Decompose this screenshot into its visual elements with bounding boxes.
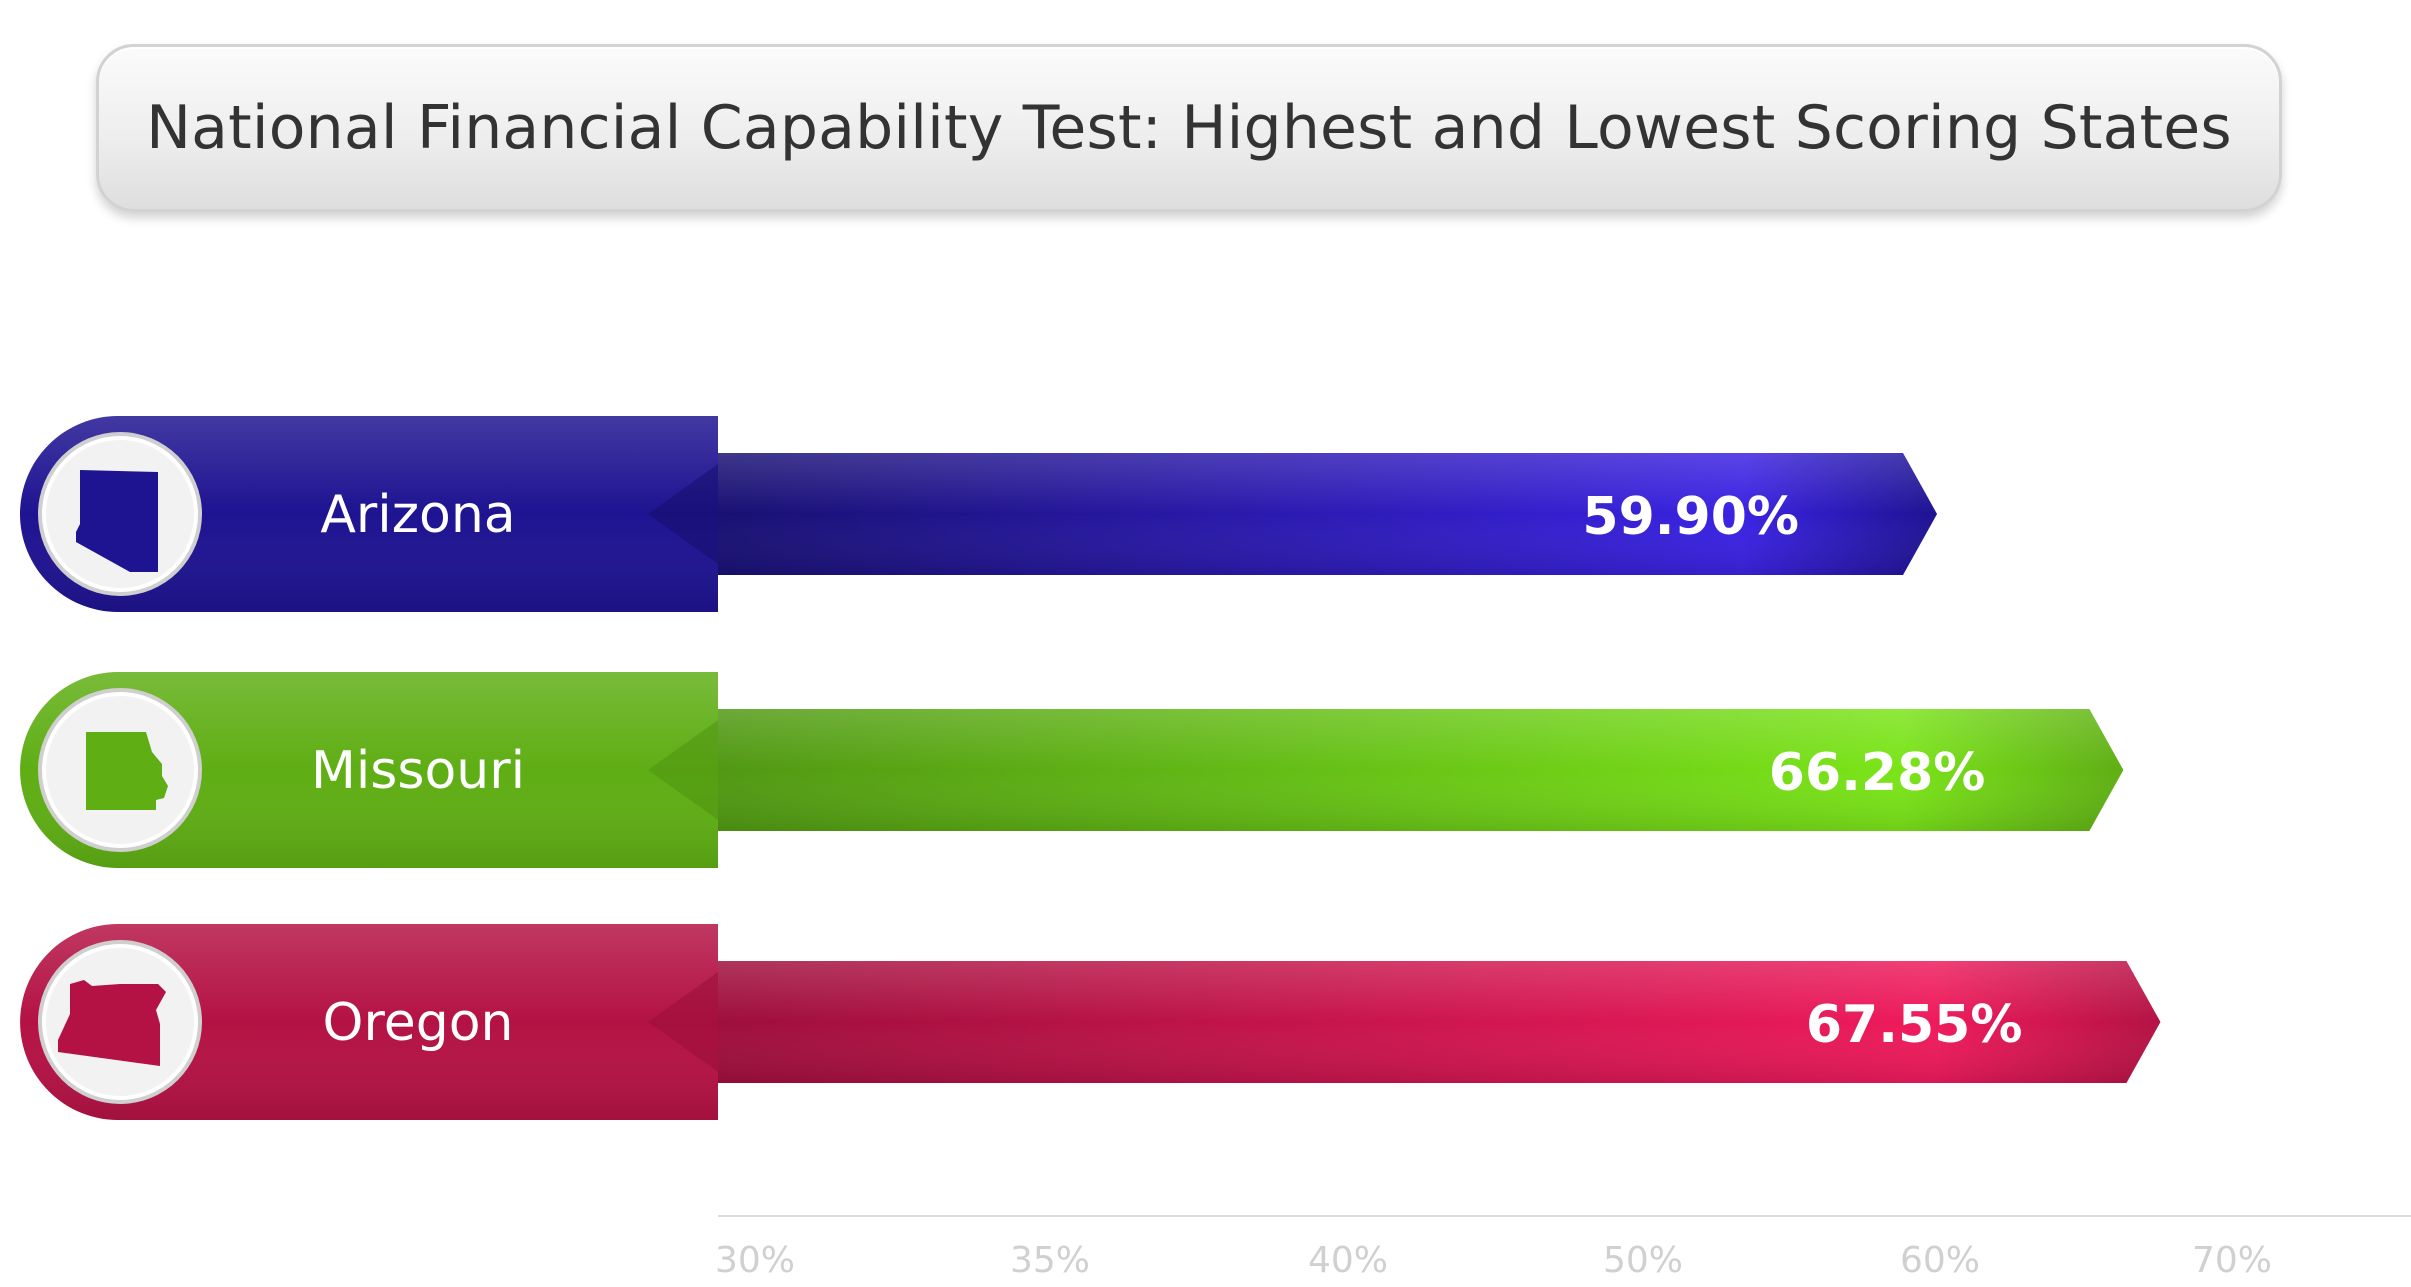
chart-title: National Financial Capability Test: High… bbox=[146, 93, 2232, 163]
ribbon-fold bbox=[648, 464, 718, 564]
x-tick-label: 70% bbox=[2192, 1240, 2272, 1281]
x-tick-label: 50% bbox=[1603, 1240, 1683, 1281]
title-box: National Financial Capability Test: High… bbox=[96, 44, 2282, 212]
bar-shine bbox=[648, 961, 2161, 1083]
x-tick-label: 40% bbox=[1308, 1240, 1388, 1281]
x-tick-label: 35% bbox=[1010, 1240, 1090, 1281]
bar-shine bbox=[648, 709, 2124, 831]
category-label: Missouri bbox=[311, 741, 525, 801]
missouri-state-icon bbox=[86, 732, 168, 810]
bar-row-oregon: Oregon 67.55% bbox=[20, 924, 2161, 1120]
bar-row-missouri: Missouri 66.28% bbox=[20, 672, 2124, 868]
ribbon-fold bbox=[648, 972, 718, 1072]
ribbon-fold bbox=[648, 720, 718, 820]
category-label: Arizona bbox=[320, 485, 515, 545]
value-label: 66.28% bbox=[1769, 743, 1986, 803]
oregon-state-icon bbox=[58, 980, 166, 1066]
bar-row-arizona: Arizona 59.90% bbox=[20, 416, 1938, 612]
x-tick-label: 60% bbox=[1900, 1240, 1980, 1281]
x-tick-label: 30% bbox=[715, 1240, 795, 1281]
value-label: 67.55% bbox=[1806, 995, 2023, 1055]
label-pill-shine bbox=[20, 924, 719, 1120]
label-pill-shine bbox=[20, 672, 718, 868]
category-label: Oregon bbox=[323, 993, 514, 1053]
bar-shine bbox=[648, 453, 1938, 575]
label-pill-shine bbox=[20, 416, 718, 612]
arizona-state-icon bbox=[76, 470, 158, 572]
value-label: 59.90% bbox=[1582, 487, 1799, 547]
